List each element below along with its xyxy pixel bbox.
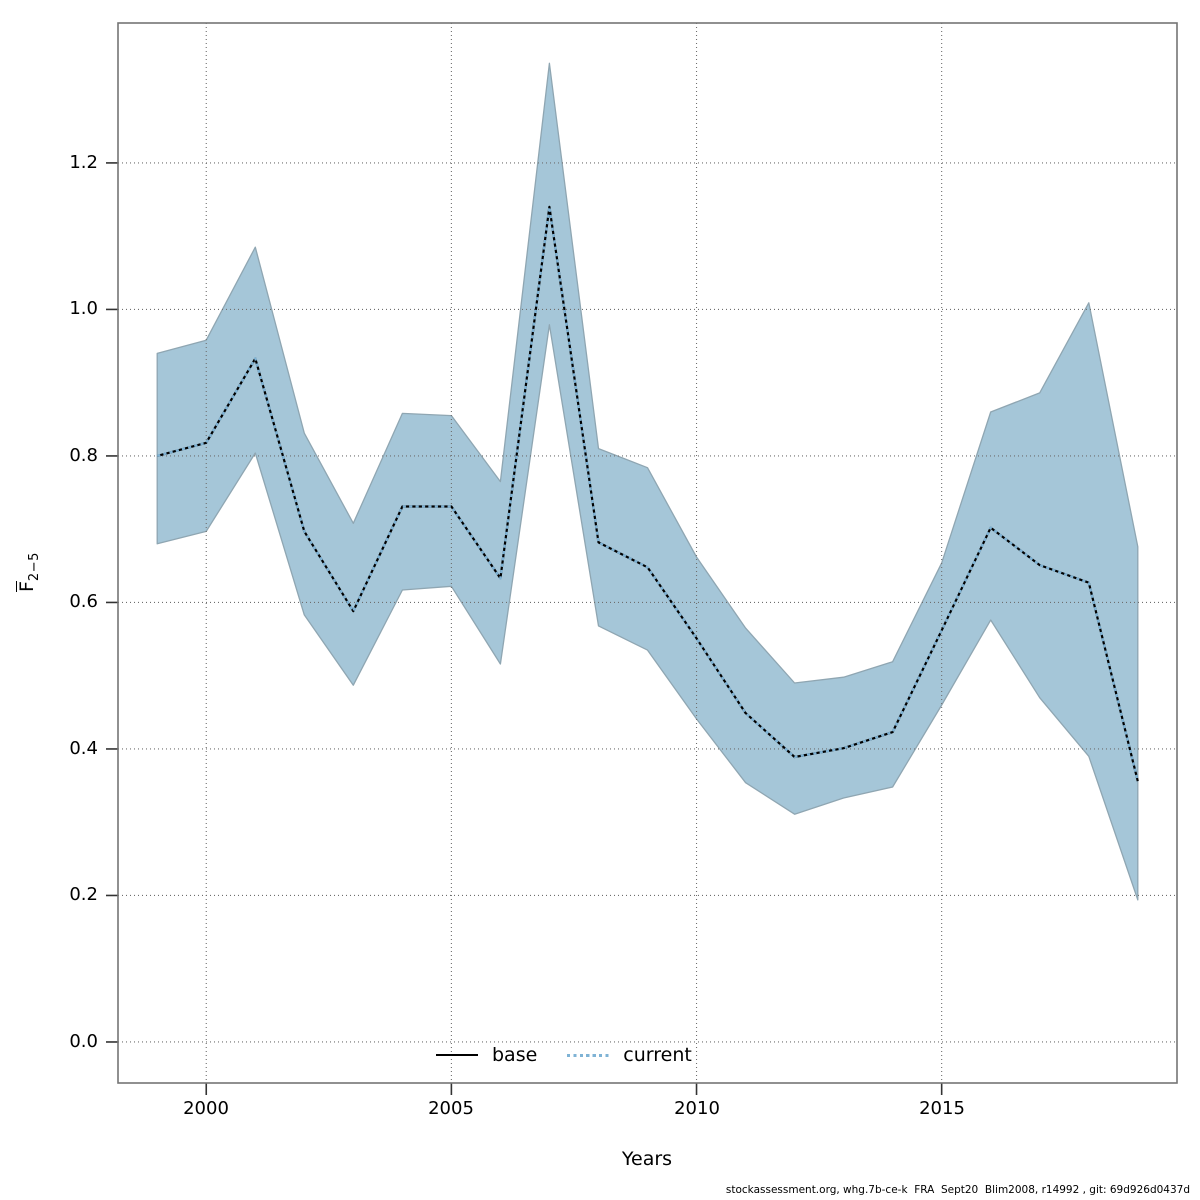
x-axis-title: Years	[621, 1148, 673, 1170]
base-line-sample	[436, 1053, 478, 1057]
confidence-band	[156, 62, 1139, 901]
x-tick-label: 2005	[428, 1098, 474, 1119]
series-current-line	[156, 205, 1139, 782]
y-tick-label: 1.2	[69, 152, 98, 173]
plot-border	[117, 22, 1178, 1084]
x-tick-label: 2000	[183, 1098, 229, 1119]
legend: base current	[436, 1041, 692, 1069]
legend-label-base: base	[492, 1044, 538, 1066]
legend-item-base: base	[436, 1044, 537, 1066]
x-tick-label: 2010	[674, 1098, 720, 1119]
y-tick-label: 0.6	[69, 591, 98, 612]
y-axis-title-subscript: 2−5	[27, 552, 42, 582]
x-tick-label: 2015	[919, 1098, 965, 1119]
current-line-sample	[567, 1053, 610, 1057]
y-tick-label: 1.0	[69, 298, 98, 319]
y-tick-label: 0.4	[69, 738, 98, 759]
y-tick-label: 0.8	[69, 445, 98, 466]
attribution-text: stockassessment.org, whg.7b-ce-k FRA Sep…	[725, 1184, 1190, 1196]
y-axis-title: F2−5	[16, 552, 42, 592]
legend-item-current: current	[567, 1044, 692, 1066]
legend-label-current: current	[623, 1044, 692, 1066]
y-tick-label: 0.0	[69, 1031, 98, 1052]
y-tick-label: 0.2	[69, 884, 98, 905]
y-axis-title-symbol: F	[16, 581, 38, 592]
